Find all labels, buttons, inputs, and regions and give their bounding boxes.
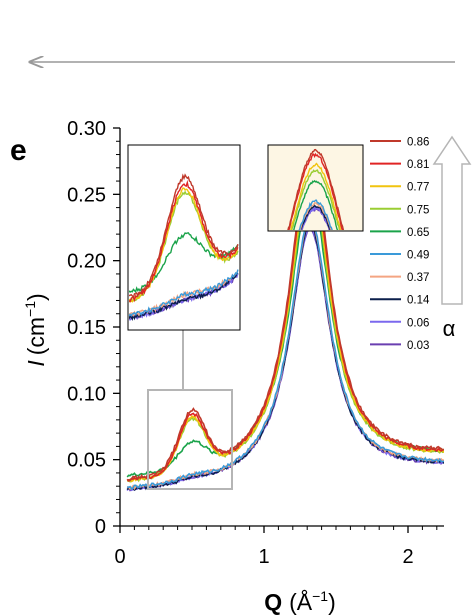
inset-right-line-0.65 bbox=[293, 179, 339, 230]
inset-right-line-0.75 bbox=[291, 169, 341, 230]
inset-right-line-0.06 bbox=[300, 205, 331, 230]
legend-label: 0.75 bbox=[407, 204, 429, 216]
x-tick-label: 2 bbox=[402, 546, 413, 568]
inset-right-line-0.14 bbox=[299, 204, 331, 230]
alpha-label: α bbox=[443, 316, 456, 341]
legend-label: 0.14 bbox=[407, 295, 430, 307]
alpha-arrow bbox=[432, 135, 472, 305]
legend-label: 0.65 bbox=[407, 227, 429, 239]
y-tick-label: 0.15 bbox=[67, 317, 106, 339]
y-tick-label: 0.20 bbox=[67, 251, 106, 273]
x-tick-label: 1 bbox=[258, 546, 269, 568]
series-line-0.86 bbox=[126, 146, 444, 482]
curve-group bbox=[126, 146, 444, 492]
y-ticks: 0 0.05 0.10 0.15 0.20 0.25 0.30 bbox=[67, 118, 120, 538]
zoom-box bbox=[147, 389, 233, 490]
y-tick-label: 0.25 bbox=[67, 184, 106, 206]
inset-left-frame bbox=[127, 144, 241, 331]
inset-right-frame bbox=[267, 144, 364, 232]
y-tick-label: 0.10 bbox=[67, 383, 106, 405]
legend-label: 0.37 bbox=[407, 272, 429, 284]
y-tick-label: 0.05 bbox=[67, 450, 106, 472]
y-tick-label: 0 bbox=[95, 516, 106, 538]
inset-right-line-0.86 bbox=[287, 148, 345, 230]
y-axis-label: I(cm−1) bbox=[22, 293, 49, 366]
legend-label: 0.77 bbox=[407, 182, 429, 194]
x-tick-label: 0 bbox=[114, 546, 125, 568]
panel-label: e bbox=[10, 134, 27, 167]
inset-right-line-0.49 bbox=[298, 199, 333, 230]
x-axis-label: Q (Å−1) bbox=[264, 588, 336, 615]
inset-left-line-0.86 bbox=[129, 173, 239, 300]
x-ticks: 0 1 2 bbox=[114, 526, 438, 568]
legend: 0.86 0.81 0.77 0.75 0.65 0.49 0.37 0.14 0.06 0.03 bbox=[370, 137, 430, 352]
inset-right-line-0.77 bbox=[290, 162, 342, 230]
series-line-0.49 bbox=[126, 216, 444, 490]
y-tick-label: 0.30 bbox=[67, 118, 106, 140]
inset-right-curves bbox=[287, 148, 345, 230]
legend-label: 0.81 bbox=[407, 159, 429, 171]
inset-right-line-0.81 bbox=[288, 152, 343, 230]
legend-label: 0.49 bbox=[407, 250, 429, 262]
inset-right-line-0.37 bbox=[299, 202, 333, 230]
legend-label: 0.86 bbox=[407, 137, 429, 149]
legend-label: 0.03 bbox=[407, 340, 429, 352]
inset-left-line-0.49 bbox=[129, 269, 239, 317]
inset-left-curves bbox=[129, 173, 239, 322]
legend-label: 0.06 bbox=[407, 317, 429, 329]
